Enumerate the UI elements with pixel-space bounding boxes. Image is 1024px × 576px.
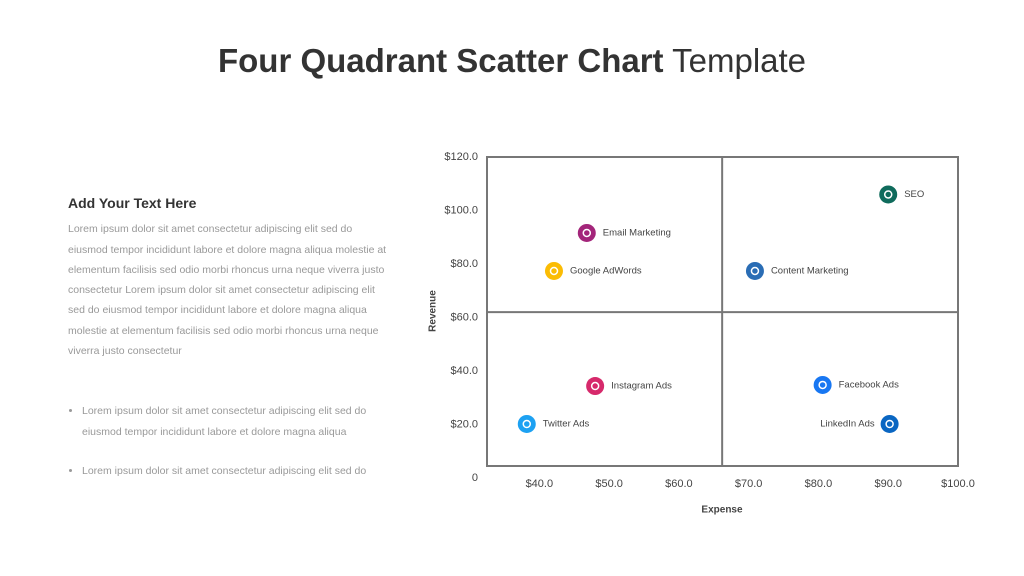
x-tick-label: $60.0 (665, 478, 693, 490)
y-tick-label: $120.0 (444, 151, 478, 163)
point-icon (813, 375, 832, 394)
point-icon-inner (590, 381, 600, 391)
y-tick-label: $60.0 (450, 311, 478, 323)
y-tick-label: $80.0 (450, 258, 478, 270)
point-icon (879, 185, 898, 204)
point-label: Facebook Ads (839, 379, 899, 390)
point-icon (880, 414, 899, 433)
x-tick-label: $50.0 (595, 478, 623, 490)
point-label: SEO (904, 189, 924, 200)
x-tick-label: $80.0 (805, 478, 833, 490)
x-tick-label: $40.0 (526, 478, 554, 490)
point-label: Google AdWords (570, 265, 642, 276)
point-label: LinkedIn Ads (820, 419, 875, 430)
point-icon-inner (582, 228, 592, 238)
point-icon-inner (549, 266, 559, 276)
y-tick-label: 0 (472, 472, 478, 484)
x-tick-label: $100.0 (941, 478, 975, 490)
x-axis-title: Expense (701, 505, 743, 516)
point-label: Content Marketing (771, 265, 849, 276)
bullet: Lorem ipsum dolor sit amet consectetur a… (82, 401, 388, 442)
point-label: Twitter Ads (543, 419, 590, 430)
title: Four Quadrant Scatter Chart Template (0, 42, 1024, 80)
point-icon (577, 223, 596, 242)
panel-paragraph: Lorem ipsum dolor sit amet consectetur a… (68, 223, 387, 358)
y-axis-title: Revenue (428, 290, 439, 332)
point-icon-inner (522, 419, 532, 429)
panel-heading: Add Your Text Here (68, 195, 197, 211)
point-icon-inner (883, 190, 893, 199)
point-icon-inner (750, 266, 760, 276)
y-tick-label: $40.0 (450, 365, 478, 377)
point-icon (586, 377, 605, 396)
x-tick-label: $90.0 (874, 478, 902, 490)
y-tick-label: $100.0 (444, 204, 478, 216)
title-bold: Four Quadrant Scatter Chart (217, 42, 664, 79)
y-tick-label: $20.0 (450, 418, 478, 430)
point-icon-inner (818, 380, 827, 390)
point-icon (517, 414, 536, 433)
bullet: Lorem ipsum dolor sit amet consectetur a… (82, 461, 388, 481)
title-rest: Template (672, 42, 807, 79)
point-icon (544, 261, 563, 280)
x-tick-label: $70.0 (735, 478, 763, 490)
text-panel: Add Your Text Here Lorem ipsum dolor sit… (68, 193, 388, 500)
bullet-list: Lorem ipsum dolor sit amet consectetur a… (68, 401, 388, 481)
point-icon-inner (885, 419, 894, 429)
point-label: Instagram Ads (611, 381, 672, 392)
point-icon (745, 261, 764, 280)
point-label: Email Marketing (603, 227, 671, 238)
